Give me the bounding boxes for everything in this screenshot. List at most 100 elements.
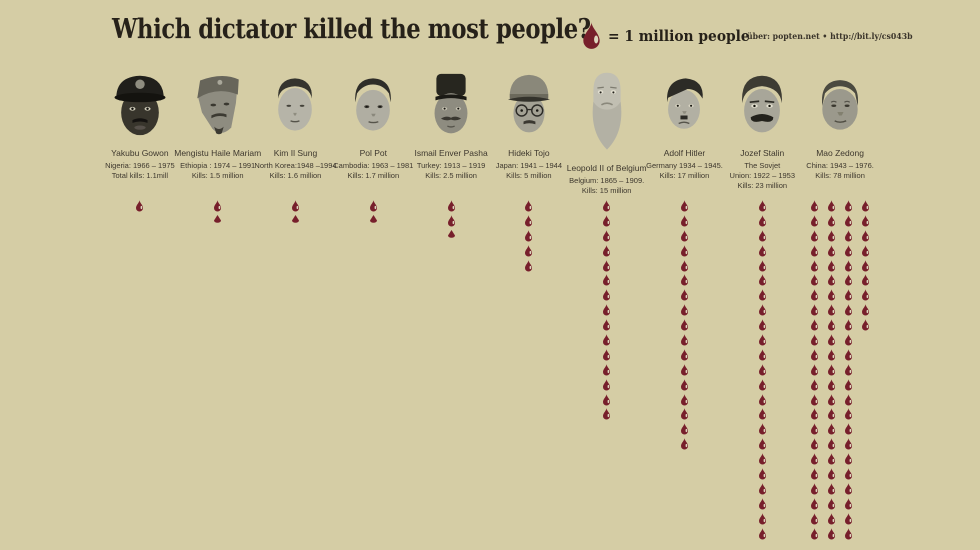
dictator-column-hideki-tojo: Hideki Tojo Japan: 1941 – 1944 Kills: 5 m… (490, 68, 568, 546)
dictator-details-line: Kills: 2.5 million (425, 170, 477, 180)
legend-label: = 1 million people (608, 27, 750, 45)
blood-drop-icon (845, 214, 853, 227)
dictator-details-line: The Sovjet (744, 161, 781, 170)
blood-drop-icon (828, 393, 836, 406)
blood-drop-icon (828, 497, 836, 510)
blood-drop-icon (828, 378, 836, 391)
blood-drop-icon (680, 244, 688, 257)
blood-drop-icon (828, 229, 836, 242)
blood-drop-icon (828, 438, 836, 450)
blood-drop-icon (828, 348, 836, 361)
blood-drop-icon (214, 200, 222, 212)
blood-drop-icon (828, 468, 836, 480)
blood-drop-icon (603, 214, 611, 227)
blood-drop-icon (758, 527, 766, 540)
blood-drop-icon (845, 244, 853, 257)
blood-drop-icon (680, 363, 688, 376)
blood-drop-icon (136, 200, 144, 212)
blood-drop-icon (525, 229, 533, 242)
blood-drop-icon (758, 423, 766, 435)
blood-drop-stack (257, 200, 335, 226)
dictator-details: North Korea:1948 –1994 Kills: 1.6 million (248, 161, 344, 181)
blood-drop-icon (758, 274, 766, 286)
blood-drop-icon (828, 423, 836, 435)
dictator-details-line: Belgium: 1865 – 1909. (569, 176, 645, 185)
dictator-name: Mengistu Haile Mariam (174, 148, 262, 158)
dictator-name: Hideki Tojo (508, 148, 550, 158)
blood-drop-icon (811, 378, 819, 391)
blood-drop-icon (603, 259, 611, 272)
dictator-name: Pol Pot (359, 148, 387, 158)
blood-drop-icon (758, 482, 766, 495)
dictator-columns: Yakubu Gowon Nigeria: 1966 – 1975 Total k… (101, 68, 879, 546)
dictator-details-line: Nigeria: 1966 – 1975 (105, 161, 175, 170)
blood-drop-icon (862, 289, 870, 301)
blood-drop-icon (603, 200, 611, 212)
blood-drop-icon (845, 200, 853, 212)
blood-drop-icon (811, 304, 819, 316)
blood-drop-icon (680, 259, 688, 272)
blood-drop-icon (828, 363, 836, 376)
blood-drop-icon (811, 468, 819, 480)
dictator-details: Belgium: 1865 – 1909. Kills: 15 million (559, 176, 655, 196)
blood-drop-icon (828, 482, 836, 495)
blood-drop-icon (828, 200, 836, 212)
blood-drop-subcolumn (758, 200, 767, 542)
blood-drop-icon (828, 512, 836, 525)
dictator-details-line: Turkey: 1913 – 1919 (416, 161, 486, 170)
dictator-column-pol-pot: Pol Pot Cambodia: 1963 – 1981 Kills: 1.7 … (333, 68, 413, 546)
blood-drop-icon (758, 378, 766, 391)
blood-drop-icon (845, 304, 853, 316)
blood-drop-icon (845, 319, 853, 331)
blood-drop-icon (680, 229, 688, 242)
blood-drop-subcolumn (291, 200, 300, 226)
blood-drop-icon (811, 259, 819, 272)
blood-drop-icon (845, 468, 853, 480)
blood-drop-icon (811, 453, 819, 465)
blood-drop-stack (412, 200, 490, 241)
blood-drop-icon (828, 259, 836, 272)
blood-drop-icon (680, 214, 688, 227)
blood-drop-stack (334, 200, 412, 226)
dictator-details: Ethiopia : 1974 – 1991 Kills: 1.5 million (170, 161, 266, 181)
blood-drop-icon (845, 527, 853, 540)
dictator-details-line: Kills: 1.6 million (269, 170, 322, 180)
dictator-details: Turkey: 1913 – 1919 Kills: 2.5 million (403, 161, 499, 181)
blood-drop-icon (811, 229, 819, 242)
blood-drop-icon (680, 200, 688, 212)
blood-drop-icon (828, 244, 836, 257)
blood-drop-icon (758, 393, 766, 406)
dictator-details-line: Kills: 1.5 million (191, 170, 244, 180)
dictator-details-line: Germany 1934 – 1945. (646, 161, 723, 170)
dictator-details-line: Cambodia: 1963 – 1981 (333, 161, 414, 170)
blood-drop-icon (680, 393, 688, 406)
blood-drop-stack (646, 200, 724, 453)
blood-drop-stack (179, 200, 257, 226)
source-credit: über: popten.net • http://bit.ly/cs043b (747, 31, 913, 41)
blood-drop-subcolumn (369, 200, 378, 226)
blood-drop-icon (845, 289, 853, 301)
dictator-column-kim-il-sung: Kim Il Sung North Korea:1948 –1994 Kills:… (254, 68, 337, 546)
blood-drop-icon (680, 274, 688, 286)
dictator-details: Japan: 1941 – 1944 Kills: 5 million (481, 161, 577, 181)
blood-drop-icon (845, 259, 853, 272)
dictator-details-line: Kills: 1.7 million (347, 170, 400, 180)
blood-drop-partial-icon (291, 214, 299, 223)
blood-drop-icon (758, 453, 766, 465)
blood-drop-icon (680, 438, 688, 450)
blood-drop-icon (758, 289, 766, 301)
blood-drop-icon (758, 259, 766, 272)
blood-drop-icon (758, 512, 766, 525)
blood-drop-icon (862, 319, 870, 331)
blood-drop-subcolumn (602, 200, 611, 423)
dictator-details: Germany 1934 – 1945. Kills: 17 million (637, 161, 733, 181)
blood-drop-icon (603, 378, 611, 391)
blood-drop-subcolumn (861, 200, 870, 542)
dictator-column-mao-zedong: Mao Zedong China: 1943 – 1976. Kills: 78 … (801, 68, 879, 546)
dictator-name: Adolf Hitler (663, 148, 706, 158)
blood-drop-subcolumn (447, 200, 456, 241)
blood-drop-icon (811, 438, 819, 450)
blood-drop-stack (723, 200, 801, 542)
dictator-column-jozef-stalin: Jozef Stalin The Sovjet Union: 1922 – 195… (723, 68, 801, 546)
dictator-name: Kim Il Sung (273, 148, 318, 158)
